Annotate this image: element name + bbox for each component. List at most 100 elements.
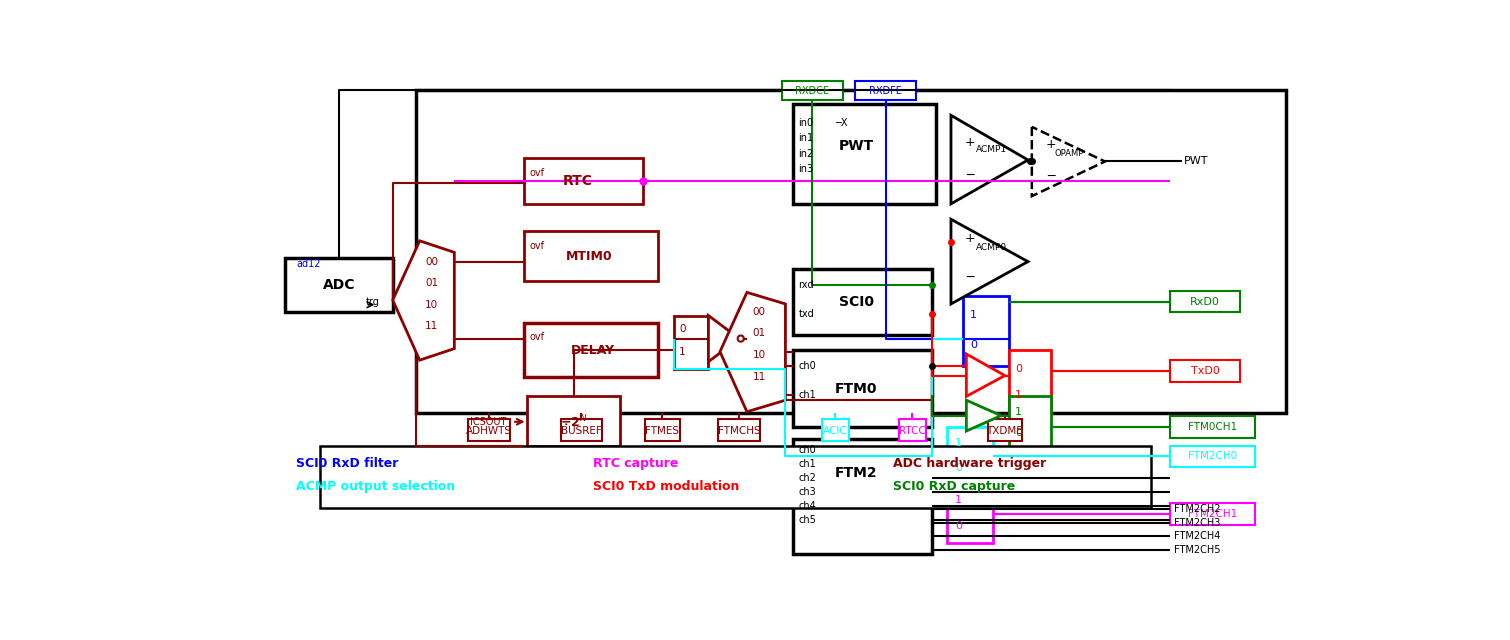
Text: ch0: ch0 [799, 360, 817, 371]
Text: FTM2CH1: FTM2CH1 [1188, 509, 1237, 519]
Text: PWT: PWT [838, 139, 874, 153]
Text: TXDME: TXDME [986, 426, 1024, 436]
Text: ─: ─ [966, 169, 974, 182]
Text: PWT: PWT [1184, 157, 1210, 166]
Text: ADHWTS: ADHWTS [467, 426, 512, 436]
Text: ch0: ch0 [799, 445, 817, 455]
Text: 11: 11 [426, 321, 438, 332]
Bar [1170, 504, 1255, 525]
Text: FTM2CH0: FTM2CH0 [1188, 451, 1237, 461]
Text: FTMES: FTMES [645, 426, 680, 436]
Bar [1170, 291, 1240, 312]
Polygon shape [720, 292, 785, 412]
Bar [947, 427, 994, 485]
Text: ACMP output selection: ACMP output selection [296, 480, 456, 493]
Text: BUSREF: BUSREF [562, 426, 602, 436]
Text: OPAMP: OPAMP [1054, 149, 1084, 158]
Text: 0: 0 [971, 340, 977, 349]
Text: FTM0: FTM0 [835, 381, 877, 396]
Bar [415, 90, 1287, 413]
Text: 1: 1 [954, 495, 962, 506]
Text: SCI0: SCI0 [838, 296, 874, 309]
Circle shape [738, 335, 744, 342]
Polygon shape [708, 316, 740, 362]
Text: in3: in3 [799, 164, 814, 174]
Bar [524, 231, 658, 281]
Text: 00: 00 [752, 307, 766, 317]
Text: 1: 1 [680, 348, 686, 358]
Bar [1170, 445, 1255, 467]
Text: DELAY: DELAY [571, 344, 615, 356]
Text: SCI0 RxD filter: SCI0 RxD filter [296, 457, 399, 470]
Text: 10: 10 [426, 300, 438, 310]
Text: ACIC: ACIC [823, 426, 847, 436]
Text: RxD0: RxD0 [1190, 296, 1220, 307]
Text: FTM2CH3: FTM2CH3 [1175, 518, 1220, 527]
Bar [1170, 417, 1255, 438]
Text: 0: 0 [954, 521, 962, 531]
Text: RTC: RTC [563, 173, 592, 188]
Bar [793, 350, 932, 427]
Text: ÷2$^N$: ÷2$^N$ [560, 413, 587, 430]
Bar [821, 419, 849, 441]
Text: FTM2CH4: FTM2CH4 [1175, 531, 1220, 541]
Text: 11: 11 [752, 372, 766, 382]
Text: 1: 1 [971, 310, 977, 321]
Text: RXDCE: RXDCE [796, 86, 829, 95]
Bar [1170, 360, 1240, 381]
Text: TxD0: TxD0 [1191, 366, 1220, 376]
Polygon shape [951, 220, 1028, 304]
Text: 0: 0 [1015, 428, 1022, 438]
Bar [719, 419, 760, 441]
Text: trg: trg [365, 298, 379, 307]
Bar [1009, 350, 1051, 412]
Text: 00: 00 [426, 257, 438, 267]
Text: ovf: ovf [528, 168, 544, 178]
Polygon shape [966, 354, 1004, 396]
Text: in1: in1 [799, 133, 814, 143]
Bar [1161, 90, 1170, 413]
Bar [320, 447, 1151, 508]
Bar [793, 104, 936, 204]
Text: ovf: ovf [528, 332, 544, 342]
Text: ADC hardware trigger: ADC hardware trigger [894, 457, 1046, 470]
Bar [782, 81, 843, 100]
Text: ICSOUT: ICSOUT [470, 417, 506, 427]
Text: in0: in0 [799, 118, 814, 128]
Bar [285, 258, 393, 312]
Text: ─: ─ [966, 271, 974, 284]
Bar [898, 419, 926, 441]
Polygon shape [951, 115, 1028, 204]
Text: ─: ─ [1048, 170, 1055, 184]
Text: ch4: ch4 [799, 500, 817, 511]
Bar [524, 323, 658, 377]
Text: 10: 10 [752, 350, 766, 360]
Bar [468, 419, 510, 441]
Text: RXDFE: RXDFE [870, 86, 901, 95]
Text: 0: 0 [954, 463, 962, 473]
Text: ─X: ─X [835, 118, 849, 128]
Polygon shape [1031, 127, 1105, 196]
Text: ch5: ch5 [799, 515, 817, 525]
Text: ch3: ch3 [799, 487, 817, 497]
Bar [988, 419, 1022, 441]
Text: ACMP0: ACMP0 [977, 243, 1007, 252]
Text: 01: 01 [426, 278, 438, 288]
Text: ch1: ch1 [799, 459, 817, 469]
Bar [560, 419, 602, 441]
Text: SCI0 RxD capture: SCI0 RxD capture [894, 480, 1015, 493]
Text: FTM0CH1: FTM0CH1 [1188, 422, 1237, 432]
Text: 0: 0 [1015, 364, 1022, 374]
Text: in2: in2 [799, 148, 814, 159]
Text: 1: 1 [954, 438, 962, 447]
Text: ch2: ch2 [799, 473, 817, 483]
Polygon shape [393, 241, 455, 360]
Polygon shape [966, 400, 1001, 431]
Bar [947, 485, 994, 543]
Bar [524, 157, 643, 204]
Text: +: + [965, 232, 975, 245]
Bar [645, 419, 680, 441]
Bar [673, 316, 708, 369]
Bar [793, 269, 932, 335]
Text: RTC capture: RTC capture [593, 457, 678, 470]
